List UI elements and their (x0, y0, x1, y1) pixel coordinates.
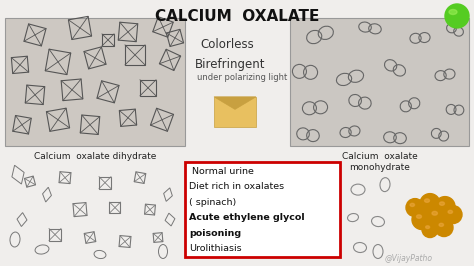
FancyBboxPatch shape (5, 18, 185, 146)
Circle shape (435, 197, 455, 217)
Text: Colorless: Colorless (200, 38, 254, 51)
Text: Diet rich in oxalates: Diet rich in oxalates (189, 182, 284, 191)
Circle shape (427, 206, 449, 227)
Ellipse shape (449, 10, 457, 14)
Circle shape (422, 222, 438, 238)
FancyBboxPatch shape (290, 18, 469, 146)
Circle shape (444, 206, 462, 223)
Text: @VijayPatho: @VijayPatho (385, 255, 433, 264)
Text: under polarizing light: under polarizing light (197, 73, 287, 82)
Text: Calcium  oxalate
monohydrate: Calcium oxalate monohydrate (342, 152, 418, 172)
Text: Normal urine: Normal urine (189, 167, 254, 176)
Polygon shape (214, 97, 256, 109)
Ellipse shape (410, 203, 415, 206)
Circle shape (406, 199, 424, 217)
Ellipse shape (432, 211, 438, 215)
Text: Calcium  oxalate dihydrate: Calcium oxalate dihydrate (34, 152, 156, 161)
Text: Birefringent: Birefringent (195, 58, 265, 71)
Circle shape (420, 194, 440, 214)
Text: poisoning: poisoning (189, 228, 241, 238)
Ellipse shape (426, 226, 429, 228)
Ellipse shape (439, 223, 444, 226)
Ellipse shape (439, 202, 445, 205)
Ellipse shape (425, 199, 429, 202)
Circle shape (412, 210, 432, 230)
FancyBboxPatch shape (214, 97, 256, 127)
Circle shape (435, 219, 453, 236)
Ellipse shape (417, 215, 421, 218)
Text: Urolithiasis: Urolithiasis (189, 244, 242, 253)
Text: CALCIUM  OXALATE: CALCIUM OXALATE (155, 9, 319, 24)
Ellipse shape (448, 210, 453, 213)
FancyBboxPatch shape (185, 162, 340, 257)
Text: ( spinach): ( spinach) (189, 198, 236, 207)
Circle shape (445, 4, 469, 28)
Text: Acute ethylene glycol: Acute ethylene glycol (189, 213, 305, 222)
